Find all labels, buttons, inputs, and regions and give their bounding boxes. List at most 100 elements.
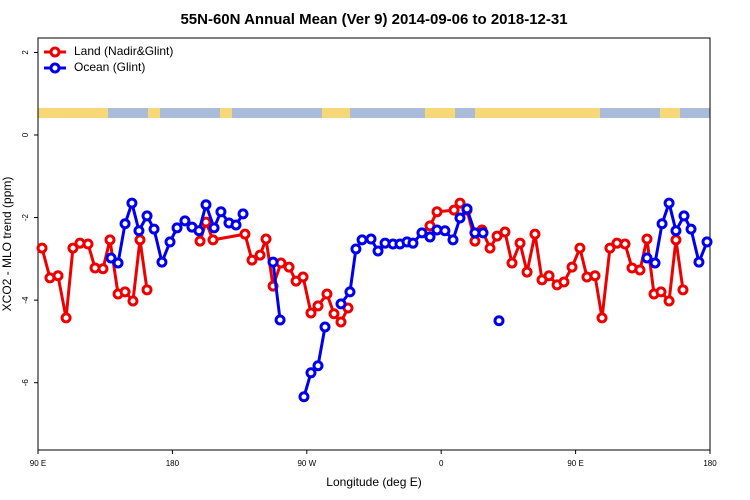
data-point: [52, 270, 64, 282]
data-point: [305, 307, 317, 319]
data-point: [328, 308, 340, 320]
x-tick-label: 0: [439, 459, 444, 468]
x-axis-label: Longitude (deg E): [326, 475, 421, 489]
data-point: [127, 295, 139, 307]
data-point: [365, 233, 377, 245]
data-point: [246, 254, 258, 266]
legend-label: Ocean (Glint): [74, 60, 145, 74]
data-point: [67, 242, 79, 254]
data-point: [119, 286, 131, 298]
data-point: [493, 315, 505, 327]
legend-label: Land (Nadir&Glint): [74, 44, 173, 58]
data-point: [171, 222, 183, 234]
data-point: [134, 234, 146, 246]
data-point: [596, 312, 608, 324]
series-line: [40, 200, 685, 325]
data-point: [312, 360, 324, 372]
data-point: [141, 284, 153, 296]
data-point: [97, 263, 109, 275]
data-point: [663, 197, 675, 209]
y-tick-label: -4: [21, 296, 30, 304]
data-point: [356, 234, 368, 246]
data-point: [529, 228, 541, 240]
data-point: [208, 222, 220, 234]
data-point: [514, 237, 526, 249]
x-tick-label: 180: [703, 459, 717, 468]
chart-title: 55N-60N Annual Mean (Ver 9) 2014-09-06 t…: [180, 11, 567, 28]
data-point: [685, 223, 697, 235]
data-point: [670, 234, 682, 246]
data-point: [448, 204, 460, 216]
data-point: [350, 243, 362, 255]
data-point: [447, 234, 459, 246]
data-point: [335, 298, 347, 310]
data-point: [543, 270, 555, 282]
data-point: [416, 227, 428, 239]
data-point: [656, 218, 668, 230]
data-point: [194, 235, 206, 247]
data-point: [283, 261, 295, 273]
data-point: [36, 242, 48, 254]
data-point: [454, 212, 466, 224]
data-point: [521, 266, 533, 278]
data-point: [179, 215, 191, 227]
x-tick-label: 90 W: [297, 459, 316, 468]
map-strip: [38, 108, 710, 118]
data-point: [126, 197, 138, 209]
data-point: [439, 225, 451, 237]
data-point: [260, 233, 272, 245]
data-point: [499, 226, 511, 238]
data-point: [156, 256, 168, 268]
data-point: [484, 242, 496, 254]
data-point: [193, 225, 205, 237]
x-tick-label: 90 E: [567, 459, 583, 468]
data-point: [312, 300, 324, 312]
data-point: [148, 223, 160, 235]
y-tick-label: 2: [21, 50, 30, 55]
data-point: [215, 206, 227, 218]
data-point: [641, 252, 653, 264]
y-tick-label: -2: [21, 213, 30, 221]
data-point: [239, 228, 251, 240]
data-point: [254, 249, 266, 261]
data-point: [461, 203, 473, 215]
data-point: [678, 210, 690, 222]
y-tick-label: 0: [21, 132, 30, 137]
data-point: [321, 288, 333, 300]
data-point: [649, 257, 661, 269]
data-point: [237, 208, 249, 220]
data-point: [604, 242, 616, 254]
data-point: [141, 210, 153, 222]
data-point: [424, 231, 436, 243]
data-point: [82, 238, 94, 250]
data-point: [663, 295, 675, 307]
data-point: [701, 236, 713, 248]
data-point: [267, 256, 279, 268]
data-point: [693, 256, 705, 268]
y-axis-label: XCO2 - MLO trend (ppm): [0, 177, 14, 312]
data-point: [105, 252, 117, 264]
data-point: [164, 236, 176, 248]
x-tick-label: 180: [166, 459, 180, 468]
data-point: [670, 225, 682, 237]
data-point: [298, 391, 310, 403]
data-point: [104, 234, 116, 246]
data-point: [454, 197, 466, 209]
data-point: [230, 219, 242, 231]
data-point: [477, 227, 489, 239]
data-point: [641, 233, 653, 245]
x-tick-label: 90 E: [30, 459, 46, 468]
data-point: [619, 238, 631, 250]
data-point: [112, 257, 124, 269]
data-point: [589, 270, 601, 282]
data-point: [677, 284, 689, 296]
data-point: [344, 286, 356, 298]
data-point: [634, 264, 646, 276]
data-point: [297, 271, 309, 283]
data-point: [305, 367, 317, 379]
data-point: [119, 218, 131, 230]
legend-marker: [49, 62, 61, 74]
data-point: [407, 237, 419, 249]
